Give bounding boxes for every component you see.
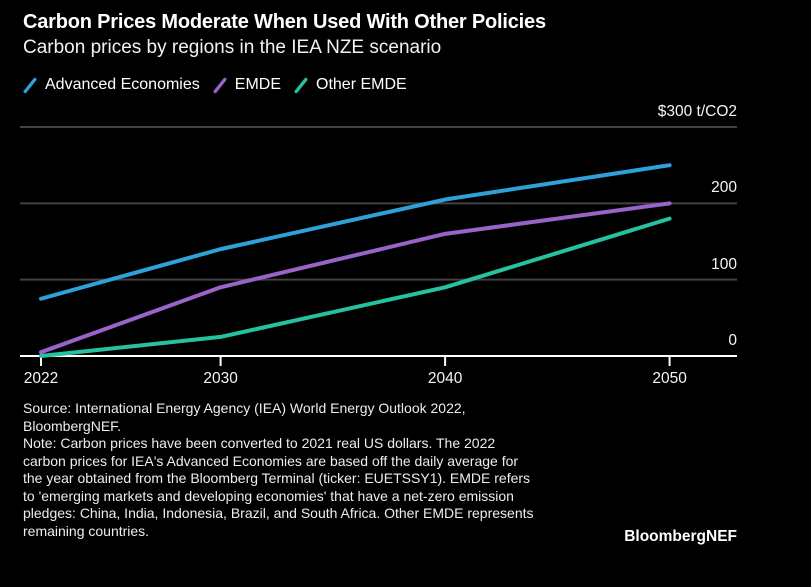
x-axis-label: 2050 xyxy=(652,370,687,387)
y-axis-label: 0 xyxy=(728,332,737,349)
legend-slash-icon xyxy=(23,77,37,93)
legend: Advanced Economies EMDE Other EMDE xyxy=(23,76,407,94)
source-note-line: carbon prices for IEA's Advanced Economi… xyxy=(23,452,519,469)
source-note-line: the year obtained from the Bloomberg Ter… xyxy=(23,470,531,486)
source-note-line: remaining countries. xyxy=(23,522,150,539)
chart-subtitle: Carbon prices by regions in the IEA NZE … xyxy=(23,37,442,58)
legend-item-other-emde: Other EMDE xyxy=(294,76,407,94)
source-note-line: to 'emerging markets and developing econ… xyxy=(23,487,514,504)
legend-item-label: Other EMDE xyxy=(316,76,407,93)
series-line-advanced-economies xyxy=(39,163,672,301)
y-axis-label: 100 xyxy=(711,255,737,273)
y-axis-label: $300 t/CO2 xyxy=(657,103,737,120)
chart-title: Carbon Prices Moderate When Used With Ot… xyxy=(23,11,546,33)
legend-item-label: Advanced Economies xyxy=(45,76,200,93)
source-note-line: Note: Carbon prices have been converted … xyxy=(23,435,496,451)
source-note-line: Source: International Energy Agency (IEA… xyxy=(23,400,466,416)
series-line-other-emde xyxy=(39,216,672,358)
legend-slash-icon xyxy=(213,77,227,93)
source-note-line: pledges: China, India, Indonesia, Brazil… xyxy=(23,505,534,521)
y-axis-label: 200 xyxy=(711,179,737,197)
x-axis-label: 2040 xyxy=(427,370,463,387)
x-axis-label: 2022 xyxy=(23,370,59,387)
source-note: Source: International Energy Agency (IEA… xyxy=(23,400,534,540)
legend-item-emde: EMDE xyxy=(213,76,281,94)
source-note-line: BloombergNEF. xyxy=(23,417,122,434)
x-axis-label: 2030 xyxy=(203,370,238,387)
legend-item-advanced-economies: Advanced Economies xyxy=(23,76,200,94)
legend-item-label: EMDE xyxy=(234,76,281,93)
legend-slash-icon xyxy=(294,77,308,93)
bloombergnef-logo: BloombergNEF xyxy=(624,528,737,545)
series-line-emde xyxy=(39,201,672,355)
